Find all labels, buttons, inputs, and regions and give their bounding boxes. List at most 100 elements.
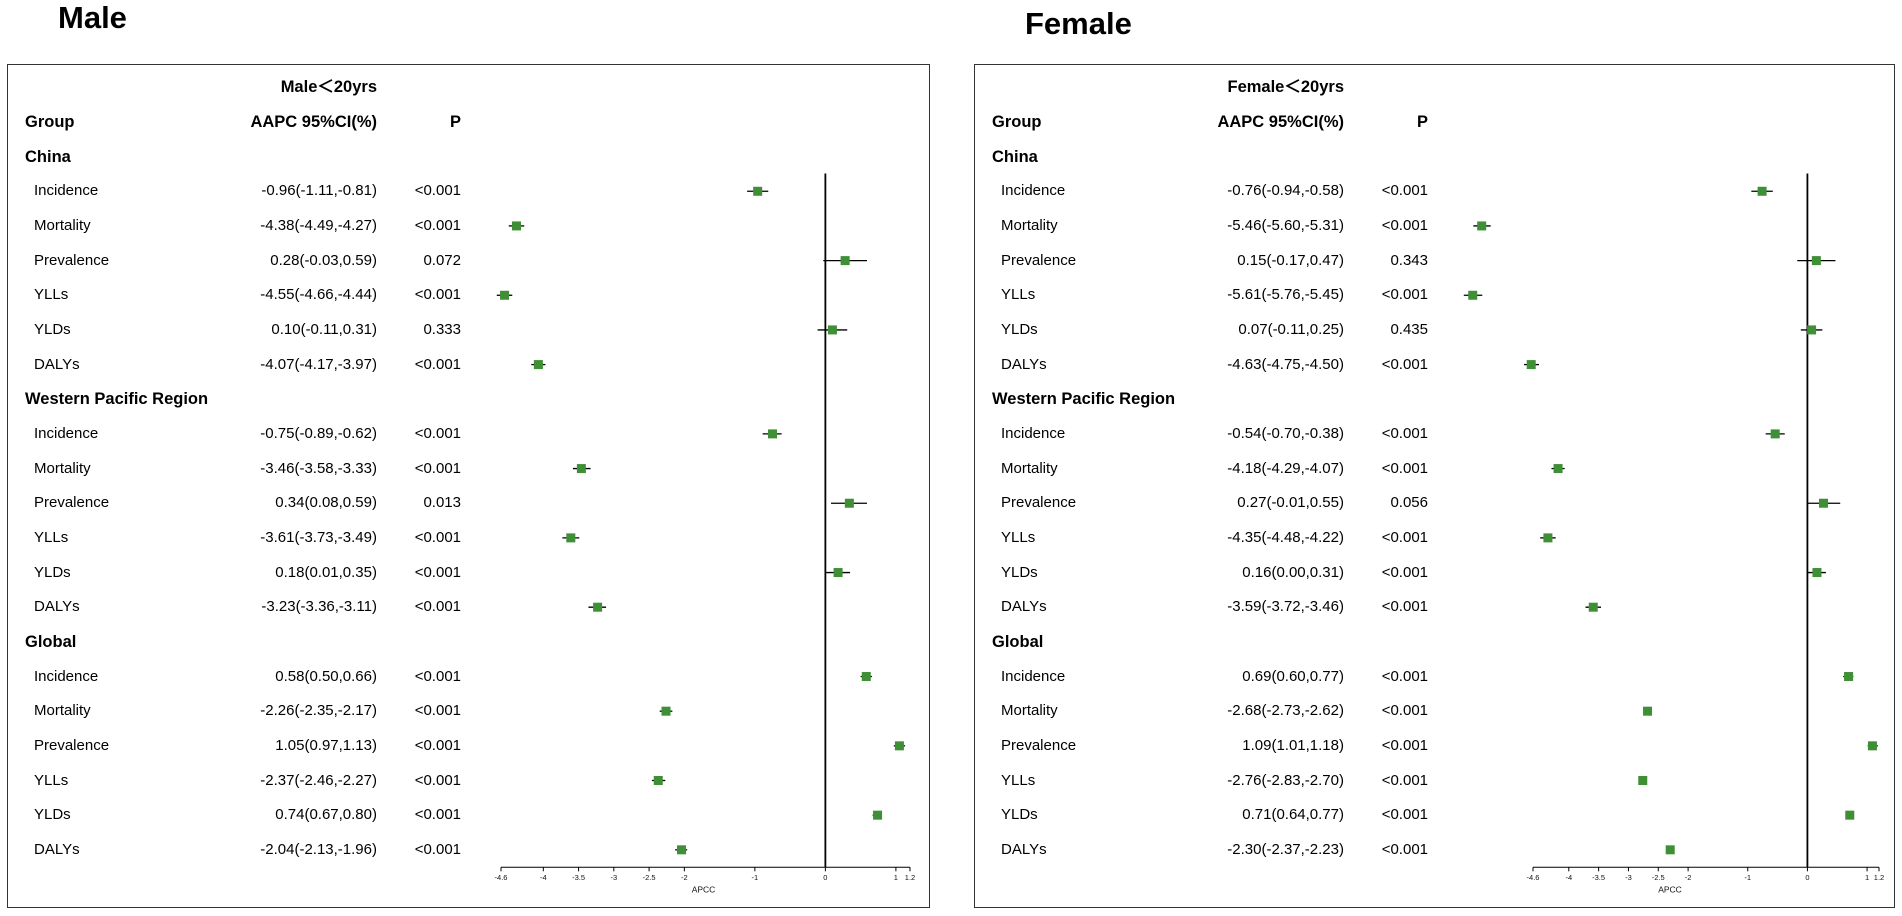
row-p-value: <0.001: [1381, 459, 1428, 477]
x-tick-label: 0: [1805, 873, 1809, 882]
row-aapc-ci: -0.96(-1.11,-0.81): [261, 182, 377, 200]
row-aapc-ci: -4.35(-4.48,-4.22): [1227, 528, 1344, 546]
row-p-value: <0.001: [414, 840, 461, 858]
row-aapc-ci: -4.07(-4.17,-3.97): [260, 355, 377, 373]
group-header: China: [992, 147, 1038, 166]
estimate-marker: [894, 741, 904, 751]
row-label: Incidence: [1001, 182, 1066, 200]
row-aapc-ci: 1.05(0.97,1.13): [275, 736, 377, 754]
row-label: YLDs: [34, 563, 71, 581]
x-tick-label: 0: [823, 873, 827, 882]
estimate-marker: [873, 810, 883, 820]
x-axis-title: APCC: [692, 884, 716, 894]
estimate-marker: [500, 290, 510, 300]
row-label: DALYs: [1001, 598, 1047, 616]
x-tick-label: -3.5: [1592, 873, 1605, 882]
estimate-marker: [1845, 810, 1855, 820]
row-p-value: <0.001: [1381, 806, 1428, 824]
row-p-value: <0.001: [1381, 563, 1428, 581]
row-label: Incidence: [34, 667, 99, 685]
row-aapc-ci: -2.26(-2.35,-2.17): [260, 702, 377, 720]
estimate-marker: [1811, 256, 1821, 266]
row-p-value: <0.001: [414, 459, 461, 477]
row-aapc-ci: 0.28(-0.03,0.59): [270, 251, 377, 269]
x-tick-label: -2.5: [1652, 873, 1665, 882]
row-aapc-ci: -2.68(-2.73,-2.62): [1227, 702, 1344, 720]
row-aapc-ci: -2.76(-2.83,-2.70): [1227, 771, 1344, 789]
row-aapc-ci: -4.63(-4.75,-4.50): [1227, 355, 1344, 373]
estimate-marker: [512, 221, 522, 231]
row-p-value: <0.001: [414, 736, 461, 754]
column-header-aapc: AAPC 95%CI(%): [1217, 113, 1344, 131]
row-aapc-ci: 0.27(-0.01,0.55): [1237, 494, 1344, 512]
estimate-marker: [1665, 845, 1675, 855]
row-label: Mortality: [34, 216, 91, 234]
row-label: Prevalence: [34, 251, 110, 269]
row-p-value: <0.001: [414, 598, 461, 616]
row-label: Prevalence: [1001, 251, 1077, 269]
female-forest-panel: -4.6 -4 -3.5 -3 -2.5 -2 -1 0 1 1.2 APCC Female＜20y…: [974, 64, 1895, 908]
row-p-value: <0.001: [414, 702, 461, 720]
row-aapc-ci: 0.18(0.01,0.35): [275, 563, 377, 581]
row-label: Mortality: [1001, 702, 1058, 720]
row-p-value: <0.001: [1381, 702, 1428, 720]
row-p-value: <0.001: [414, 563, 461, 581]
estimate-marker: [844, 498, 854, 508]
row-label: Prevalence: [1001, 736, 1077, 754]
estimate-marker: [1807, 325, 1817, 335]
row-aapc-ci: 0.69(0.60,0.77): [1242, 667, 1344, 685]
female-figure-title: Female: [1025, 6, 1132, 41]
row-aapc-ci: 0.10(-0.11,0.31): [271, 320, 377, 338]
estimate-marker: [661, 706, 671, 716]
row-p-value: <0.001: [1381, 424, 1428, 442]
group-header: Global: [992, 632, 1044, 651]
estimate-marker: [767, 429, 777, 439]
estimate-marker: [1867, 741, 1877, 751]
row-label: Mortality: [1001, 216, 1058, 234]
x-tick-label: 1: [1865, 873, 1869, 882]
row-label: YLDs: [34, 806, 71, 824]
male-figure-title: Male: [58, 0, 127, 35]
row-p-value: <0.001: [1381, 216, 1428, 234]
row-label: Mortality: [34, 702, 91, 720]
row-label: YLLs: [34, 528, 69, 546]
panel-subtitle: Male＜20yrs: [280, 78, 377, 97]
estimate-marker: [677, 845, 687, 855]
row-label: Prevalence: [1001, 494, 1077, 512]
row-p-value: <0.001: [1381, 598, 1428, 616]
row-p-value: <0.001: [414, 528, 461, 546]
row-p-value: <0.001: [1381, 355, 1428, 373]
row-aapc-ci: -2.30(-2.37,-2.23): [1227, 840, 1344, 858]
estimate-marker: [861, 672, 871, 682]
column-header-aapc: AAPC 95%CI(%): [250, 113, 377, 131]
x-tick-label: 1: [894, 873, 898, 882]
row-p-value: 0.072: [423, 251, 461, 269]
x-tick-label: -4: [540, 873, 547, 882]
row-label: YLLs: [1001, 528, 1036, 546]
row-aapc-ci: 0.71(0.64,0.77): [1242, 806, 1344, 824]
row-p-value: <0.001: [414, 355, 461, 373]
row-p-value: 0.333: [423, 320, 461, 338]
row-aapc-ci: 0.07(-0.11,0.25): [1238, 320, 1344, 338]
estimate-marker: [1588, 602, 1598, 612]
estimate-marker: [840, 256, 850, 266]
group-header: Global: [25, 632, 77, 651]
row-p-value: <0.001: [414, 216, 461, 234]
row-aapc-ci: -4.18(-4.29,-4.07): [1227, 459, 1344, 477]
estimate-marker: [1638, 776, 1648, 785]
row-p-value: <0.001: [414, 771, 461, 789]
estimate-marker: [1844, 672, 1854, 682]
estimate-marker: [753, 186, 763, 196]
row-aapc-ci: -3.46(-3.58,-3.33): [260, 459, 377, 477]
x-tick-label: -1: [752, 873, 759, 882]
row-aapc-ci: 0.34(0.08,0.59): [275, 494, 377, 512]
estimate-marker: [1770, 429, 1780, 439]
row-label: Incidence: [1001, 667, 1066, 685]
row-p-value: <0.001: [1381, 736, 1428, 754]
row-label: Prevalence: [34, 736, 110, 754]
row-p-value: <0.001: [414, 806, 461, 824]
column-header-p: P: [449, 113, 461, 131]
row-label: YLLs: [1001, 286, 1036, 304]
row-label: Prevalence: [34, 494, 110, 512]
estimate-marker: [653, 776, 663, 785]
